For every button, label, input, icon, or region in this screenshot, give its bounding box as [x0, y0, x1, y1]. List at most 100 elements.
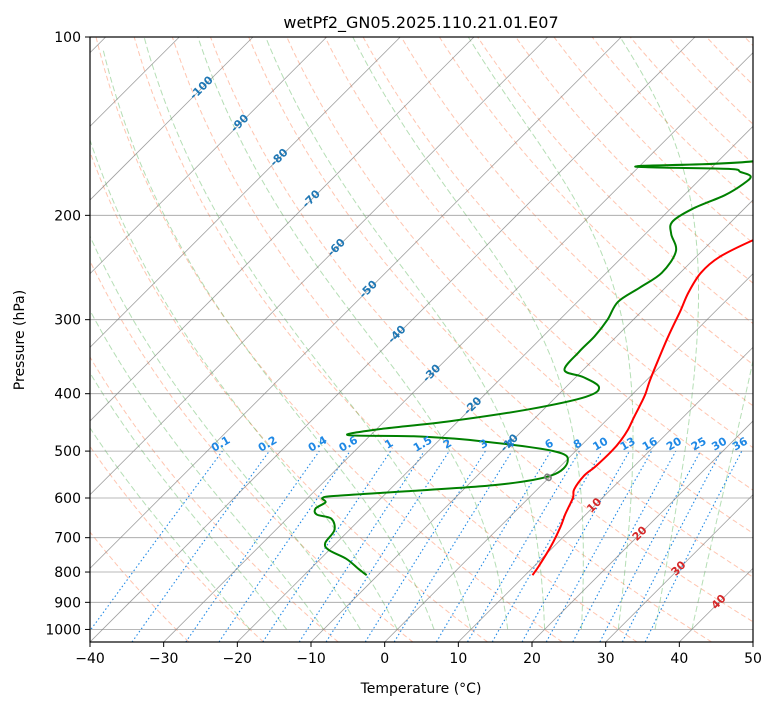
isotherm-label: -40 — [385, 322, 408, 345]
moist-adiabat-line — [143, 37, 472, 630]
isotherm-line — [531, 420, 753, 642]
profile-lines — [313, 160, 753, 577]
moist-adiabat-line — [352, 37, 584, 630]
isotherm-line — [163, 52, 753, 642]
moist-adiabat-line — [102, 49, 435, 630]
chart-title: wetPf2_GN05.2025.110.21.01.E07 — [283, 13, 558, 33]
dry-adiabat-line — [90, 531, 190, 642]
x-tick-label: 50 — [744, 651, 762, 667]
mixing-ratio-line — [545, 450, 653, 642]
mixing-ratio-line — [644, 450, 743, 642]
y-tick-label: 800 — [54, 565, 81, 581]
temperature-line — [531, 239, 753, 576]
y-tick-label: 700 — [54, 531, 81, 547]
moist-adiabat-line — [691, 358, 753, 630]
isotherm-line — [90, 37, 327, 275]
y-axis-ticks: 1000 900 800 700 600 500 400 300 200 100 — [45, 30, 90, 638]
isotherm-line — [90, 37, 401, 348]
dry-adiabat-line — [515, 37, 753, 284]
dry-adiabat-line — [210, 37, 753, 623]
moist-adiabat-line — [90, 138, 398, 630]
isotherm-label: -80 — [267, 146, 290, 169]
mixing-ratio-line — [467, 450, 580, 642]
isotherm-label: 20 — [630, 523, 650, 543]
dry-adiabat-line — [90, 445, 264, 642]
isotherm-line — [679, 567, 753, 642]
dry-adiabat-line — [90, 259, 414, 642]
mixing-ratio-label: 25 — [689, 435, 709, 454]
mixing-ratio-line — [393, 450, 513, 642]
mixing-ratio-line — [90, 450, 223, 632]
isotherm-line — [237, 125, 753, 642]
x-tick-label: −10 — [296, 651, 326, 667]
y-tick-label: 100 — [54, 30, 81, 46]
dry-adiabat-line — [90, 150, 488, 642]
isotherm-line — [605, 494, 753, 642]
dry-adiabat-line — [324, 37, 753, 491]
moist-adiabat-line — [90, 235, 361, 630]
isotherm-label: -60 — [325, 236, 348, 259]
isotherm-label: 30 — [669, 558, 689, 578]
isotherm-label: -90 — [228, 111, 251, 134]
isotherm-line — [384, 273, 753, 642]
dry-adiabat-line — [171, 37, 712, 642]
dry-adiabat-line — [706, 37, 753, 86]
isotherm-line — [310, 199, 753, 642]
mixing-ratio-line — [325, 450, 450, 642]
mixing-ratio-label: 3 — [477, 437, 490, 452]
y-tick-label: 500 — [54, 444, 81, 460]
background-grid — [90, 37, 753, 642]
dry-adiabat-line — [95, 37, 563, 642]
y-tick-label: 300 — [54, 313, 81, 329]
mixing-ratio-line — [572, 450, 677, 642]
x-tick-label: 30 — [597, 651, 615, 667]
x-tick-label: −40 — [75, 651, 105, 667]
isotherm-line — [458, 346, 753, 642]
dry-adiabat-line — [553, 37, 753, 244]
isotherm-line — [90, 37, 475, 422]
x-axis-label: Temperature (°C) — [360, 681, 482, 697]
x-tick-label: 40 — [670, 651, 688, 667]
x-tick-label: −20 — [223, 651, 253, 667]
dry-adiabat-line — [248, 37, 753, 578]
dry-adiabat-line — [362, 37, 753, 449]
moist-adiabat-line — [619, 37, 699, 630]
y-tick-label: 600 — [54, 491, 81, 507]
mixing-ratio-line — [599, 450, 701, 642]
y-axis-label: Pressure (hPa) — [12, 290, 28, 390]
dry-adiabat-line — [591, 37, 753, 204]
isotherm-line — [752, 641, 753, 642]
dry-adiabat-line — [744, 37, 753, 47]
isotherm-label: -70 — [300, 187, 323, 210]
y-tick-label: 1000 — [45, 622, 81, 638]
y-tick-label: 200 — [54, 208, 81, 224]
dry-adiabat-line — [400, 37, 753, 407]
mixing-ratio-line — [262, 450, 392, 642]
isotherm-line — [90, 37, 696, 642]
mixing-ratio-line — [131, 450, 270, 642]
moist-adiabat-line — [197, 37, 509, 630]
x-axis-ticks: −40 −30 −20 −10 0 10 20 30 40 50 — [75, 642, 762, 667]
plot-frame — [89, 36, 754, 643]
isotherm-label: 0 — [541, 470, 556, 485]
moist-adiabat-line — [90, 427, 251, 630]
dry-adiabat-line — [90, 356, 339, 642]
y-tick-label: 400 — [54, 387, 81, 403]
mixing-ratio-line — [621, 450, 722, 642]
dry-adiabat-line — [133, 37, 638, 642]
moist-adiabat-line — [467, 37, 634, 630]
isotherm-line — [90, 37, 254, 201]
mixing-ratio-line — [185, 450, 320, 642]
mixing-ratio-line — [218, 450, 351, 642]
isotherm-label: 40 — [709, 592, 729, 612]
y-tick-label: 900 — [54, 595, 81, 611]
mixing-ratio-label: 20 — [664, 434, 684, 453]
dry-adiabat-line — [668, 37, 753, 125]
x-tick-label: 10 — [449, 651, 467, 667]
mixing-ratio-label: 16 — [640, 434, 660, 453]
mixing-ratio-line — [521, 450, 630, 642]
isotherm-label: -20 — [461, 394, 484, 417]
dewpoint-line — [313, 160, 753, 577]
mixing-ratio-label: 13 — [618, 435, 638, 454]
